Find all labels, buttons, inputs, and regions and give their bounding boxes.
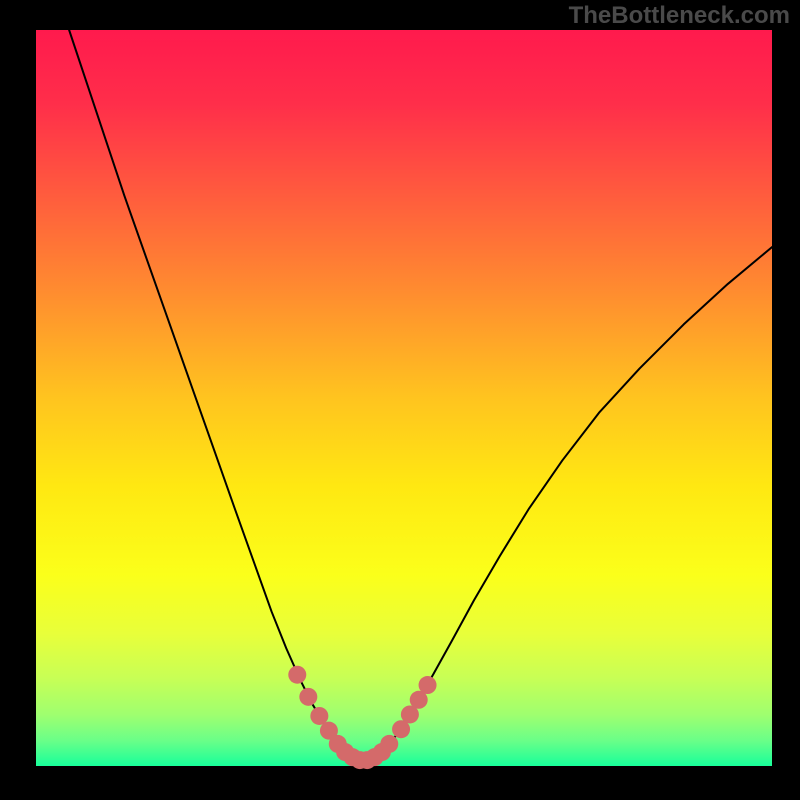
curve-marker — [380, 735, 398, 753]
curve-marker — [310, 707, 328, 725]
curve-marker — [419, 676, 437, 694]
curve-marker — [288, 666, 306, 684]
chart-svg-layer — [0, 0, 800, 800]
marker-group — [288, 666, 436, 769]
bottleneck-curve — [69, 30, 772, 760]
curve-marker — [299, 688, 317, 706]
